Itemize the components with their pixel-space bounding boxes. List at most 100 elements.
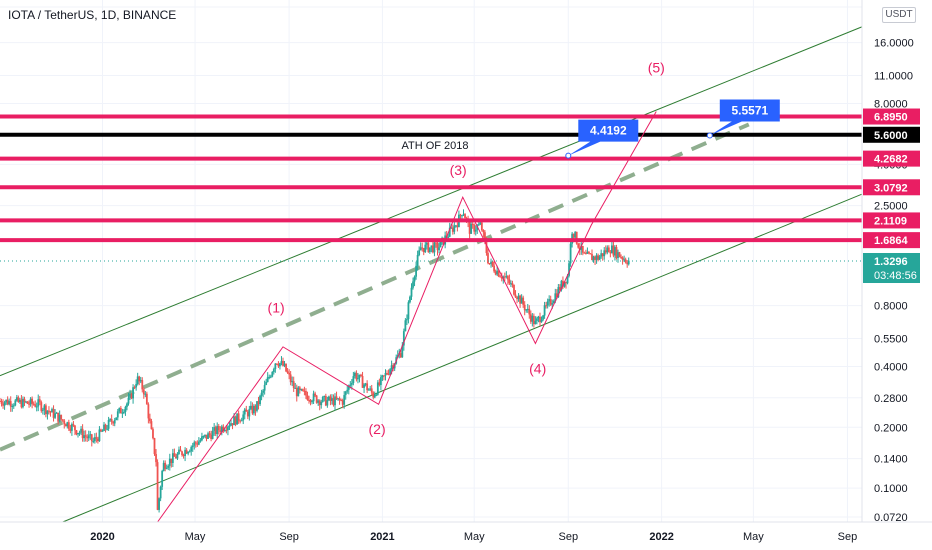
candle-body	[493, 265, 496, 272]
candle-body	[43, 405, 46, 410]
candle-body	[543, 305, 546, 316]
candle-body	[214, 427, 217, 435]
candle-body	[139, 380, 142, 382]
candle-body	[249, 405, 252, 409]
candle-body	[44, 405, 47, 415]
candle-body	[525, 309, 528, 311]
candle-body	[563, 281, 566, 287]
candle-body	[583, 252, 586, 254]
candle-body	[484, 232, 486, 242]
candle-body	[604, 250, 607, 253]
price-tick-label: 0.8000	[874, 301, 908, 313]
candle-body	[479, 222, 482, 225]
candle-body	[179, 449, 182, 452]
candle-body	[142, 389, 145, 395]
candle-body	[577, 243, 580, 248]
candle-body	[138, 376, 141, 382]
candle-body	[133, 387, 136, 389]
candle-body	[26, 401, 29, 404]
callout-label: 4.4192	[590, 124, 627, 138]
candle-body	[253, 405, 255, 414]
dashed-midline	[0, 122, 750, 452]
candle-body	[320, 401, 323, 406]
candle-body	[331, 398, 333, 401]
candle-body	[61, 419, 64, 421]
candle-body	[100, 429, 102, 432]
candle-body	[15, 397, 18, 401]
level-price-label: 6.8950	[874, 112, 908, 124]
price-tick-label: 0.1000	[874, 483, 908, 495]
candle-body	[421, 247, 424, 249]
candle-body	[534, 320, 537, 325]
candle-body	[115, 417, 118, 420]
current-price-label: 1.3296	[874, 256, 908, 268]
candle-body	[372, 392, 375, 398]
candle-body	[402, 331, 405, 346]
level-price-tag	[863, 212, 920, 229]
candle-body	[205, 434, 208, 439]
candle-body	[617, 252, 619, 258]
candle-body	[225, 430, 228, 432]
candle-body	[164, 462, 167, 469]
candle-body	[106, 428, 108, 430]
candle-body	[551, 303, 554, 305]
candle-body	[364, 383, 367, 385]
candle-body	[193, 442, 196, 446]
candle-body	[488, 263, 491, 265]
candle-body	[624, 259, 627, 263]
candle-body	[34, 404, 37, 407]
time-tick-label: Sep	[838, 531, 858, 543]
candle-body	[279, 363, 281, 367]
candle-body	[162, 462, 165, 471]
candle-body	[588, 251, 590, 254]
candle-body	[352, 376, 355, 384]
candle-body	[350, 383, 353, 385]
candle-body	[318, 400, 321, 406]
candle-body	[254, 405, 257, 411]
candle-body	[87, 435, 90, 439]
candle-body	[548, 299, 551, 302]
candle-body	[38, 399, 41, 403]
candle-body	[84, 435, 87, 437]
candle-body	[595, 255, 598, 260]
candle-body	[375, 394, 378, 396]
candle-body	[471, 223, 474, 225]
candle-body	[464, 214, 466, 219]
price-tick-label: 0.1400	[874, 454, 908, 466]
candle-body	[75, 430, 78, 435]
candle-body	[77, 433, 79, 435]
candle-body	[208, 433, 211, 435]
candle-body	[315, 395, 318, 403]
candle-body	[37, 399, 40, 407]
candle-body	[6, 399, 9, 405]
candle-body	[126, 403, 128, 407]
candle-body	[207, 433, 209, 439]
time-tick-label: May	[464, 531, 485, 543]
candle-body	[510, 283, 512, 285]
candle-body	[57, 412, 60, 422]
candle-body	[461, 215, 463, 217]
candle-body	[181, 451, 183, 455]
candle-body	[98, 429, 101, 442]
candle-body	[332, 398, 335, 406]
candle-body	[22, 398, 24, 408]
callout-box	[568, 119, 639, 156]
candle-body	[340, 400, 343, 402]
candle-body	[306, 395, 309, 400]
candle-body	[603, 250, 606, 257]
candle-body	[54, 413, 56, 418]
candle-body	[256, 401, 258, 411]
candle-body	[269, 376, 272, 378]
candle-body	[537, 316, 540, 319]
currency-unit[interactable]: USDT	[882, 7, 916, 23]
candle-body	[112, 421, 115, 424]
candle-body	[433, 242, 436, 253]
candle-body	[237, 413, 240, 421]
candle-body	[168, 458, 171, 466]
level-lines: ATH OF 2018	[0, 114, 862, 262]
candle-body	[35, 406, 38, 408]
candle-body	[311, 401, 313, 403]
candle-body	[236, 413, 239, 425]
candle-body	[459, 214, 462, 216]
